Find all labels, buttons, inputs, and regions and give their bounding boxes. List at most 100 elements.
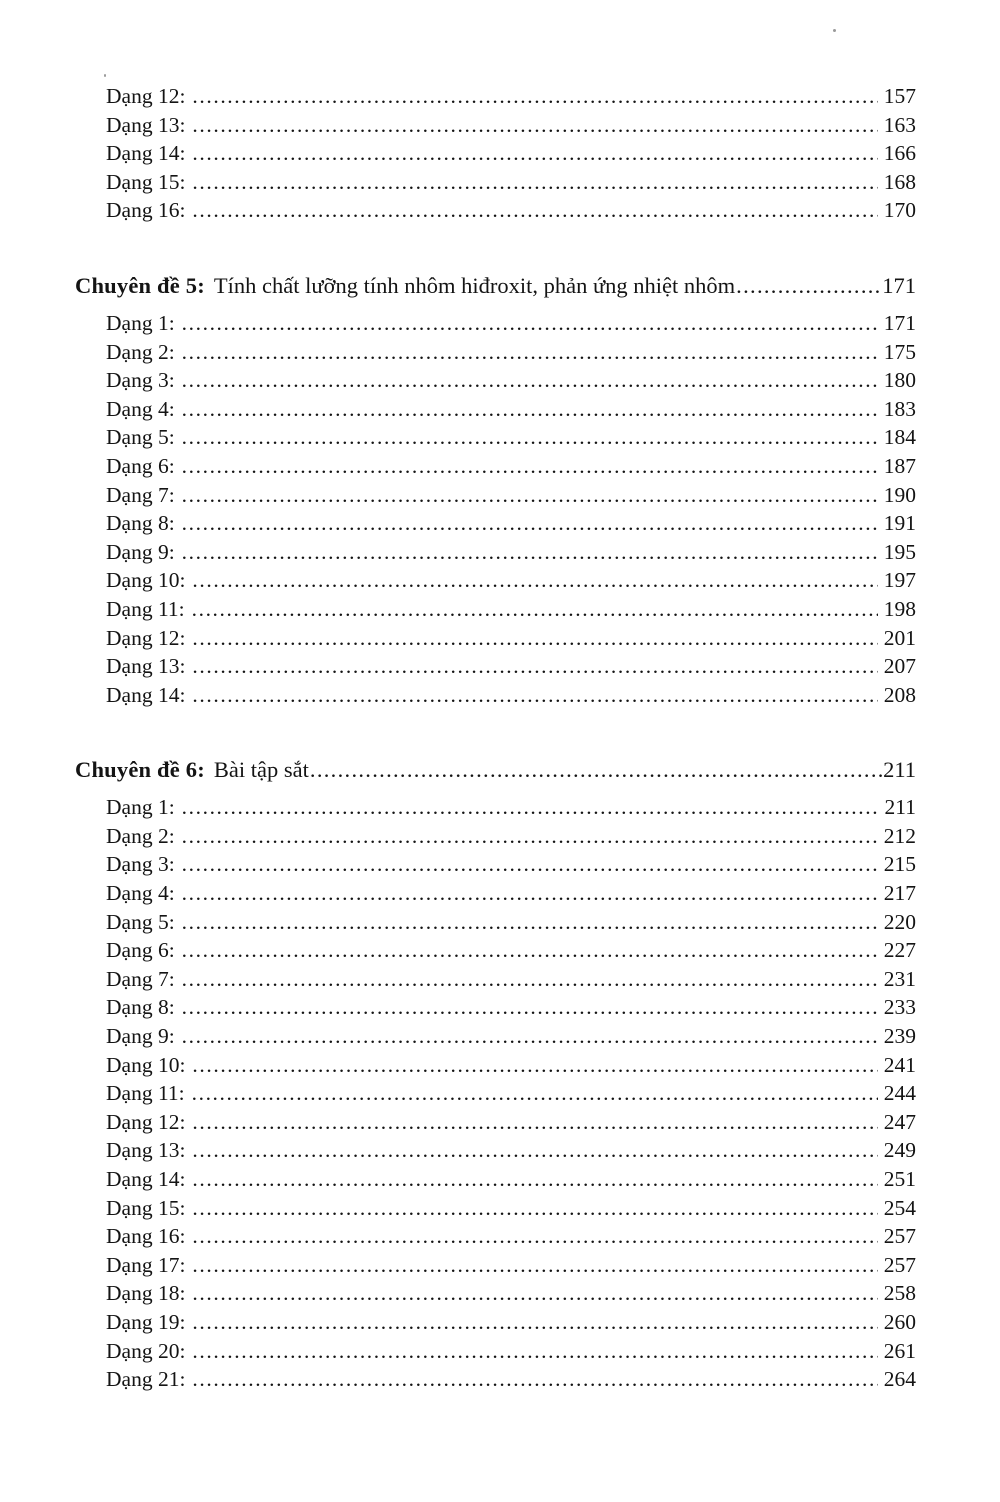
toc-entry: Dạng 3: 215 xyxy=(75,850,916,879)
page-number: 244 xyxy=(883,1081,916,1106)
entry-label: Dạng 14: xyxy=(106,1167,186,1191)
dot-leader xyxy=(182,509,878,538)
entry-label: Dạng 16: xyxy=(106,1224,186,1249)
entry-label: Dạng 17: xyxy=(106,1252,186,1277)
toc-entry: Dạng 17: 257 xyxy=(75,1251,916,1280)
dot-leader xyxy=(192,111,877,140)
page-number: 217 xyxy=(883,881,916,906)
entry-label: Dạng 12: xyxy=(106,1109,186,1134)
toc-entry: Dạng 14: 251 xyxy=(75,1165,916,1194)
toc-entry: Dạng 7: 190 xyxy=(75,481,916,510)
dot-leader xyxy=(192,168,877,197)
entry-label: Dạng 9: xyxy=(106,539,175,564)
dot-leader xyxy=(182,309,878,338)
entry-label: Dạng 5: xyxy=(106,425,175,450)
entry-label: Dạng 14: xyxy=(106,141,186,166)
toc-entry: Dạng 11: 244 xyxy=(75,1079,916,1108)
toc-entry: Dạng 5: 220 xyxy=(75,908,916,937)
dot-leader xyxy=(182,481,878,510)
toc-entry: Dạng 12: 201 xyxy=(75,624,916,653)
page-number: 241 xyxy=(883,1052,916,1077)
entry-label: Dạng 8: xyxy=(106,995,175,1020)
dot-leader xyxy=(192,681,877,710)
section-heading-row: Chuyên đề 5: Tính chất lưỡng tính nhôm hi… xyxy=(75,271,916,301)
entry-label: Dạng 3: xyxy=(106,852,175,877)
toc-entry: Dạng 6: 187 xyxy=(75,452,916,481)
dot-leader xyxy=(192,1165,877,1194)
page-number: 201 xyxy=(883,625,916,650)
entry-label: Dạng 12: xyxy=(106,625,186,650)
entry-label: Dạng 15: xyxy=(106,169,186,194)
page-number: 233 xyxy=(883,995,916,1020)
dot-leader xyxy=(192,566,877,595)
page-number: 239 xyxy=(883,1024,916,1049)
entry-label: Dạng 11: xyxy=(106,1081,185,1106)
dot-leader xyxy=(192,139,877,168)
dot-leader xyxy=(182,538,878,567)
toc-entry: Dạng 2: 212 xyxy=(75,822,916,851)
toc-entry: Dạng 13: 249 xyxy=(75,1136,916,1165)
toc-entry: Dạng 18: 258 xyxy=(75,1279,916,1308)
entry-label: Dạng 16: xyxy=(106,198,186,223)
entry-label: Dạng 8: xyxy=(106,511,175,536)
dot-leader xyxy=(182,936,878,965)
page-number: 227 xyxy=(883,938,916,963)
page-number: 184 xyxy=(883,425,916,450)
dot-leader xyxy=(192,1222,877,1251)
page-number: 180 xyxy=(883,368,916,393)
toc-section: Chuyên đề 6:Bài tập sắt211Dạng 1:211Dạng… xyxy=(75,755,916,1393)
page-number: 166 xyxy=(883,141,916,166)
page-number: 195 xyxy=(883,539,916,564)
entry-label: Dạng 9: xyxy=(106,1024,175,1049)
toc-entry: Dạng 9: 195 xyxy=(75,538,916,567)
toc-entry: Dạng 16: 257 xyxy=(75,1222,916,1251)
toc-entry: Dạng 13: 163 xyxy=(75,111,916,140)
page-number: 249 xyxy=(883,1138,916,1163)
toc-entry: Dạng 9: 239 xyxy=(75,1022,916,1051)
page-number: 254 xyxy=(883,1195,916,1220)
dot-leader xyxy=(182,366,878,395)
entry-label: Dạng 20: xyxy=(106,1338,186,1363)
entry-label: Dạng 10: xyxy=(106,1052,186,1077)
toc-entry: Dạng 10: 241 xyxy=(75,1051,916,1080)
entry-label: Dạng 7: xyxy=(106,966,175,991)
toc-entry: Dạng 5: 184 xyxy=(75,423,916,452)
toc-section: Chuyên đề 5: Tính chất lưỡng tính nhôm hi… xyxy=(75,271,916,709)
entry-label: Dạng 11: xyxy=(106,596,185,621)
toc-entry: Dạng 1: 171 xyxy=(75,309,916,338)
dot-leader xyxy=(182,1022,878,1051)
page-number: 163 xyxy=(883,112,916,137)
entry-label: Dạng 4: xyxy=(106,396,175,421)
page-number: 257 xyxy=(883,1224,916,1249)
dot-leader xyxy=(182,338,878,367)
toc-entry: Dạng 15: 254 xyxy=(75,1194,916,1223)
page-number: 264 xyxy=(883,1367,916,1392)
toc-entry: Dạng 20: 261 xyxy=(75,1337,916,1366)
page-number: 211 xyxy=(883,757,916,783)
toc-entry: Dạng 10: 197 xyxy=(75,566,916,595)
page-number: 231 xyxy=(883,966,916,991)
page-number: 187 xyxy=(883,453,916,478)
dot-leader xyxy=(182,395,878,424)
entry-label: Dạng 5: xyxy=(106,909,175,934)
toc-entry: Dạng 14: 208 xyxy=(75,681,916,710)
section-heading-title: Tính chất lưỡng tính nhôm hiđroxit, phản… xyxy=(213,272,736,298)
entry-label: Dạng 2: xyxy=(106,823,175,848)
dot-leader xyxy=(192,1079,878,1108)
page-number: 175 xyxy=(883,339,916,364)
page-number: 190 xyxy=(883,482,916,507)
section-heading-row: Chuyên đề 6: Bài tập sắt 211 xyxy=(75,755,916,785)
dot-leader xyxy=(192,1337,877,1366)
dot-leader xyxy=(182,908,878,937)
dot-leader xyxy=(310,755,882,785)
dot-leader xyxy=(192,1251,877,1280)
entry-label: Dạng 14: xyxy=(106,682,186,707)
section-heading-label: Chuyên đề 5: xyxy=(75,272,205,298)
dot-leader xyxy=(192,652,877,681)
dot-leader xyxy=(182,850,878,879)
page-number: 198 xyxy=(883,596,916,621)
page-number: 215 xyxy=(883,852,916,877)
toc-entry: Dạng 12: 157 xyxy=(75,82,916,111)
page-number: 197 xyxy=(883,568,916,593)
